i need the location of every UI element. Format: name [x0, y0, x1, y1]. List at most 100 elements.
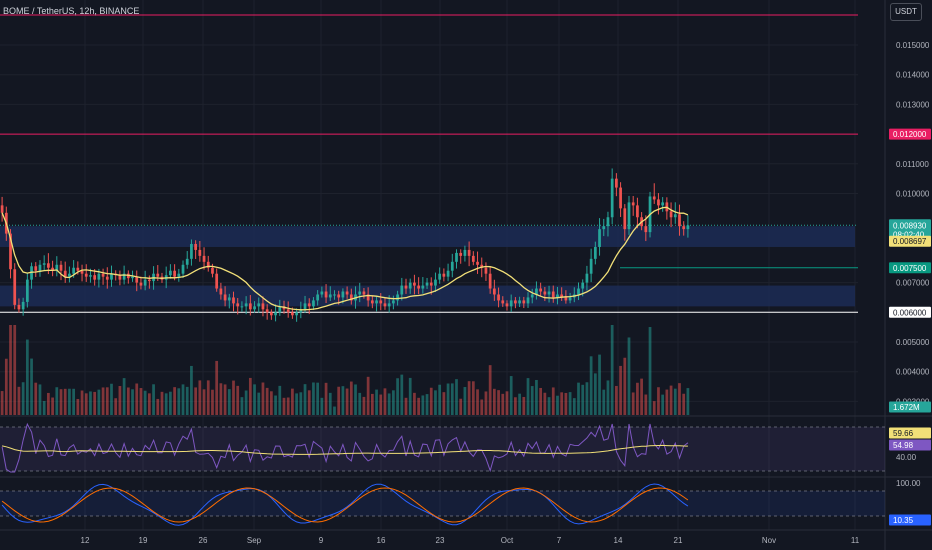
candle-body	[17, 304, 21, 310]
candle-body	[383, 303, 387, 307]
volume-bar	[400, 374, 404, 415]
candle-body	[366, 294, 370, 301]
candle-body	[143, 279, 147, 286]
volume-bar	[118, 386, 122, 415]
current-price-tag	[889, 219, 931, 241]
candle-body	[560, 294, 564, 298]
candle-body	[223, 294, 227, 301]
candle-body	[97, 273, 101, 280]
rsi-value-label-tag	[889, 439, 931, 451]
candle-body	[337, 294, 341, 298]
candle-body	[257, 303, 261, 307]
candle-body	[173, 270, 176, 277]
candle-body	[345, 291, 349, 295]
volume-bar	[206, 380, 210, 415]
date-tick-label: 14	[614, 536, 623, 545]
candle-body	[30, 266, 33, 280]
volume-bar	[248, 377, 252, 415]
white-level-label: 0.006000	[893, 308, 927, 317]
candle-body	[202, 255, 206, 262]
volume-bar	[291, 388, 294, 415]
candle-body	[497, 294, 500, 301]
volume-bar	[396, 378, 399, 415]
volume-bar	[101, 387, 105, 415]
candle-body	[564, 297, 568, 301]
volume-bar	[564, 392, 568, 415]
volume-bar	[152, 384, 155, 415]
date-tick-label: 11	[851, 536, 860, 545]
volume-bar	[143, 390, 147, 415]
volume-bar	[147, 393, 151, 415]
candle-body	[543, 291, 547, 295]
candle-body	[547, 291, 551, 295]
candle-body	[509, 300, 513, 307]
candle-body	[219, 288, 223, 295]
volume-bar	[257, 392, 261, 415]
candle-body	[375, 300, 378, 304]
rsi-ma-value-label: 59.66	[893, 429, 914, 438]
volume-bar	[190, 365, 193, 415]
volume-bar	[501, 393, 505, 415]
price-tick-label: 0.007000	[896, 279, 930, 288]
volume-bar	[253, 384, 256, 415]
candle-body	[358, 291, 362, 295]
candle-body	[492, 288, 496, 295]
support-zone	[0, 285, 855, 307]
candle-body	[261, 303, 265, 310]
volume-bar	[636, 382, 639, 415]
volume-bar	[295, 393, 298, 415]
volume-bar	[421, 395, 425, 415]
volume-bar	[93, 391, 97, 415]
candle-body	[215, 273, 219, 289]
volume-bar	[619, 365, 622, 415]
candle-body	[627, 202, 631, 230]
volume-bar	[194, 387, 198, 415]
candle-body	[652, 196, 656, 200]
stoch-value-label: 10.35	[893, 516, 914, 525]
volume-bar	[38, 384, 42, 415]
candle-body	[396, 294, 399, 301]
currency-button[interactable]: USDT	[890, 3, 922, 21]
volume-bar	[261, 382, 265, 415]
volume-bar	[76, 398, 80, 415]
candle-body	[72, 267, 75, 274]
stoch-value-label-tag	[889, 514, 931, 526]
volume-bar	[215, 360, 219, 415]
candle-body	[240, 306, 244, 308]
countdown-label: 08:02:40	[893, 230, 925, 239]
volume-bar	[602, 389, 606, 415]
symbol-legend[interactable]: BOME / TetherUS, 12h, BINANCE	[3, 6, 140, 16]
volume-bar	[648, 327, 652, 415]
candle-body	[522, 300, 526, 304]
candle-body	[425, 282, 429, 286]
volume-bar	[114, 398, 118, 415]
volume-bar	[160, 391, 164, 415]
candle-body	[324, 291, 328, 298]
volume-bar	[442, 392, 446, 415]
candle-body	[303, 303, 307, 310]
volume-bar	[223, 384, 227, 415]
volume-bar	[547, 397, 551, 415]
moving-average-line	[1, 206, 689, 311]
candle-body	[408, 282, 412, 289]
volume-bar	[236, 385, 240, 415]
candle-body	[619, 187, 622, 209]
candle-body	[248, 303, 252, 310]
candle-body	[476, 261, 479, 265]
volume-bar	[535, 379, 538, 415]
volume-bar	[392, 390, 395, 415]
current-price-label: 0.008930	[893, 221, 927, 230]
candle-body	[244, 303, 248, 307]
stoch-tick-label: 100.00	[896, 479, 921, 488]
candle-body	[459, 252, 463, 256]
volume-bar	[370, 393, 374, 415]
volume-bar	[307, 390, 311, 415]
rsi-ma-value-label-tag	[889, 427, 931, 439]
volume-bar	[219, 383, 223, 415]
volume-bar	[312, 382, 315, 415]
candle-body	[265, 309, 269, 313]
volume-bar	[627, 337, 631, 415]
candle-body	[291, 312, 294, 316]
candle-body	[682, 226, 686, 230]
